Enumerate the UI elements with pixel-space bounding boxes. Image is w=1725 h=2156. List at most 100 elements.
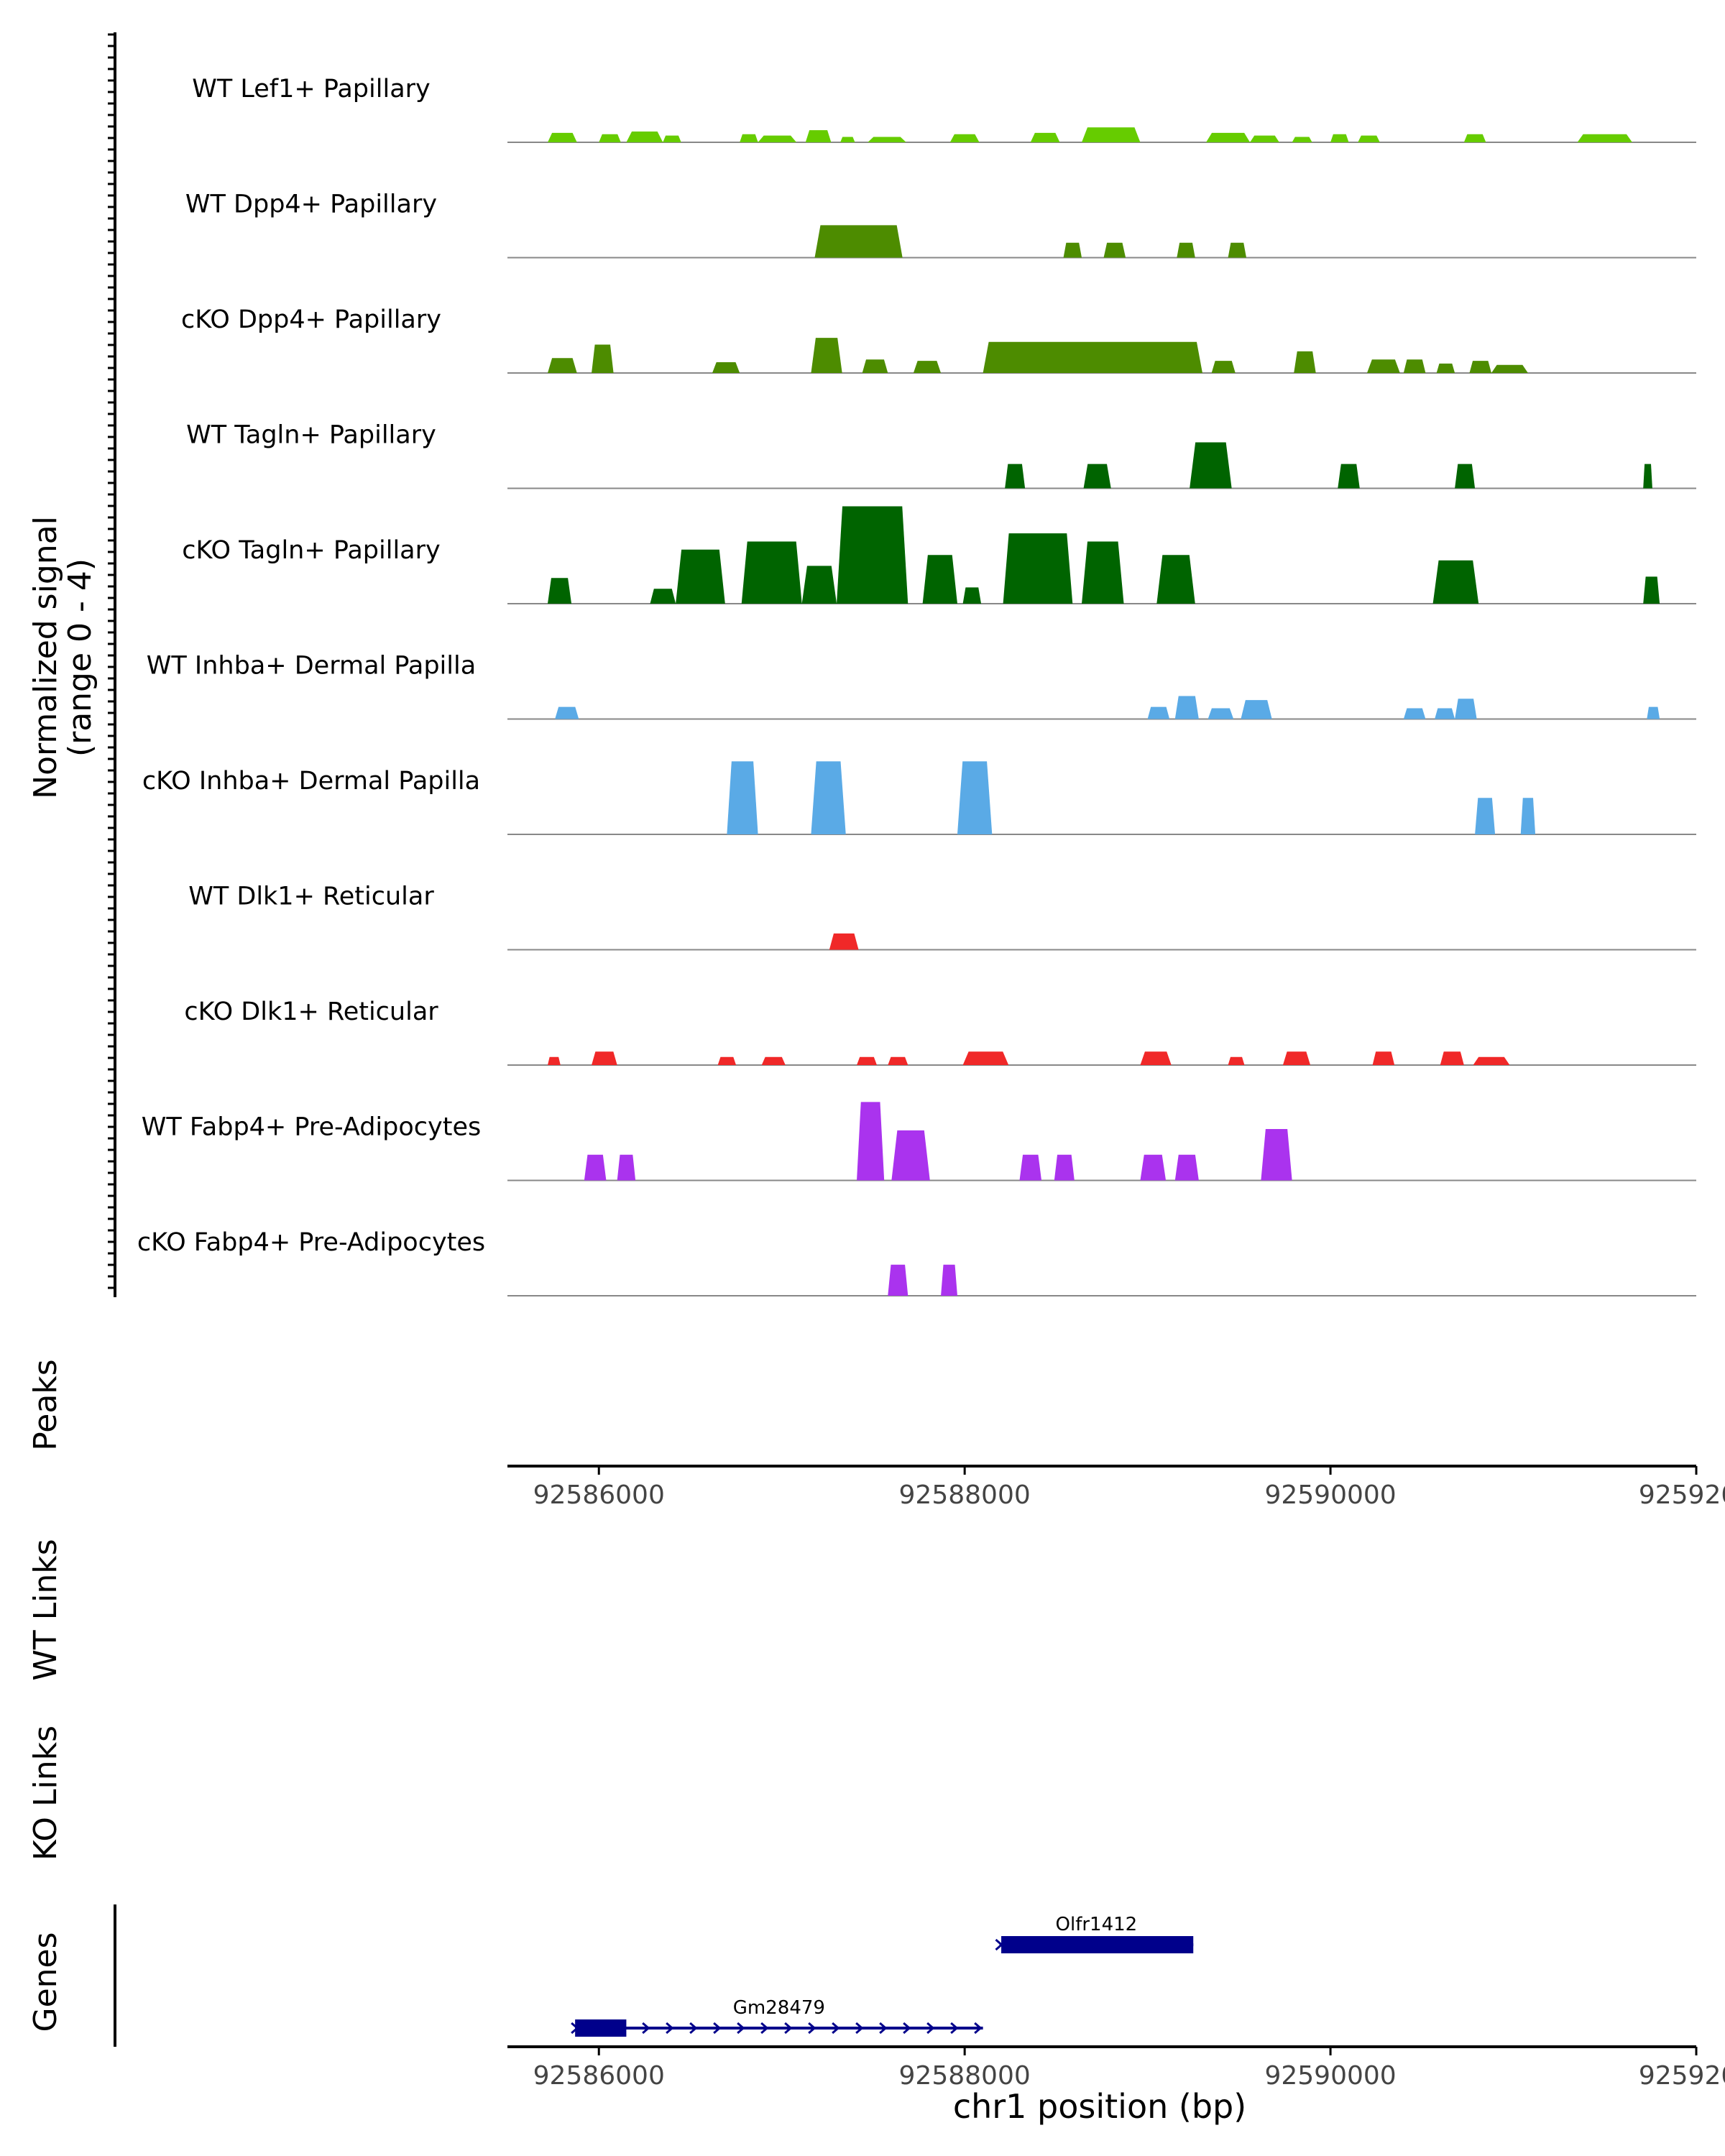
signal-peak xyxy=(1083,464,1111,489)
signal-peak xyxy=(1330,134,1349,142)
strand-chevron xyxy=(642,2022,650,2035)
strand-chevron xyxy=(571,2022,579,2035)
wt-links-panel-label: WT Links xyxy=(27,1539,64,1680)
signal-peak xyxy=(663,135,681,142)
strand-chevron xyxy=(1137,1938,1146,1951)
signal-peak xyxy=(857,1102,885,1181)
strand-chevron xyxy=(808,2022,816,2035)
signal-peak xyxy=(1003,533,1073,604)
signal-peak xyxy=(1475,798,1496,834)
signal-peak xyxy=(1455,699,1477,719)
x-tick-label: 92586000 xyxy=(533,2061,665,2091)
signal-peak xyxy=(1338,464,1360,489)
strand-chevron xyxy=(784,2022,793,2035)
signal-peak xyxy=(1432,560,1479,604)
signal-peak xyxy=(1208,708,1234,719)
signal-peak xyxy=(811,338,842,373)
peaks-x-axis-ticks: 92586000 92588000 92590000 9259200 xyxy=(533,1466,1725,1510)
track-label: WT Dlk1+ Reticular xyxy=(188,883,434,911)
signal-peak xyxy=(712,361,740,373)
signal-peak xyxy=(888,1264,908,1296)
strand-chevron xyxy=(1066,1938,1075,1951)
strand-chevron xyxy=(618,2022,627,2035)
y-axis-ticks xyxy=(108,33,115,1289)
signal-peak xyxy=(1292,137,1312,142)
signal-peak xyxy=(584,1154,607,1181)
signal-peak xyxy=(1647,706,1660,719)
gene-label: Olfr1412 xyxy=(1056,1914,1138,1935)
signal-peak xyxy=(962,587,982,604)
signal-peak xyxy=(1005,464,1026,489)
signal-peak xyxy=(1366,359,1400,373)
signal-peak xyxy=(1372,1051,1395,1065)
signal-peak xyxy=(837,506,908,604)
track-label: WT Dpp4+ Papillary xyxy=(185,190,437,219)
y-axis-title-line1: Normalized signal xyxy=(27,516,64,799)
signal-peak xyxy=(599,134,621,142)
signal-peak xyxy=(862,359,888,373)
track-4: cKO Tagln+ Papillary xyxy=(182,506,1696,604)
strand-chevron xyxy=(855,2022,864,2035)
x-tick-label: 92586000 xyxy=(533,1480,665,1510)
strand-chevron xyxy=(737,2022,745,2035)
signal-peak xyxy=(1082,541,1124,604)
signal-peak xyxy=(1147,706,1170,719)
signal-peak xyxy=(1241,700,1272,719)
coverage-tracks: WT Lef1+ Papillary WT Dpp4+ Papillary cKO … xyxy=(137,75,1696,1296)
signal-peak xyxy=(1140,1154,1167,1181)
signal-peak xyxy=(717,1056,737,1065)
signal-peak xyxy=(840,137,855,142)
signal-peak xyxy=(1463,134,1486,142)
signal-peak xyxy=(1030,132,1060,142)
signal-peak xyxy=(1019,1154,1042,1181)
track-6: cKO Inhba+ Dermal Papilla xyxy=(142,761,1696,835)
x-tick-label: 92588000 xyxy=(899,2061,1031,2091)
strand-chevron xyxy=(1161,1938,1169,1951)
strand-chevron xyxy=(995,1938,1003,1951)
signal-peak xyxy=(1643,576,1660,604)
signal-peak xyxy=(829,933,859,950)
strand-chevron xyxy=(1018,1938,1027,1951)
signal-peak xyxy=(1440,1051,1464,1065)
signal-peak xyxy=(1282,1051,1311,1065)
y-axis-title-line2: (range 0 - 4) xyxy=(62,558,98,757)
signal-peak xyxy=(1156,555,1195,604)
signal-peak xyxy=(1261,1129,1292,1181)
signal-peak xyxy=(1403,708,1426,719)
signal-peak xyxy=(758,135,797,142)
signal-peak xyxy=(547,132,577,142)
ko-links-panel-label: KO Links xyxy=(27,1726,64,1861)
signal-peak xyxy=(1403,359,1426,373)
strand-chevron xyxy=(594,2022,603,2035)
strand-chevron xyxy=(1042,1938,1051,1951)
signal-peak xyxy=(1491,364,1528,373)
signal-peak xyxy=(761,1056,786,1065)
signal-peak xyxy=(1103,242,1126,258)
signal-peak xyxy=(1358,135,1380,142)
signal-peak xyxy=(741,541,802,604)
signal-peak xyxy=(727,761,758,834)
signal-peak xyxy=(1177,242,1195,258)
signal-peak xyxy=(1140,1051,1172,1065)
x-tick-label: 92588000 xyxy=(899,1480,1031,1510)
gene-annotations: Gm28479 Olfr1412 xyxy=(571,1914,1194,2037)
signal-peak xyxy=(1473,1056,1510,1065)
signal-peak xyxy=(676,549,725,604)
signal-peak xyxy=(805,130,832,142)
signal-peak xyxy=(891,1130,930,1181)
signal-peak xyxy=(857,1056,878,1065)
signal-peak xyxy=(1082,127,1141,142)
genes-panel-label: Genes xyxy=(27,1932,64,2032)
track-5: WT Inhba+ Dermal Papilla xyxy=(147,652,1696,720)
signal-peak xyxy=(1174,696,1199,719)
track-3: WT Tagln+ Papillary xyxy=(186,421,1696,489)
signal-peak xyxy=(962,1051,1009,1065)
signal-peak xyxy=(1228,1056,1245,1065)
track-label: WT Fabp4+ Pre-Adipocytes xyxy=(142,1113,481,1142)
signal-peak xyxy=(1190,442,1232,489)
signal-peak xyxy=(1643,464,1652,489)
track-label: cKO Inhba+ Dermal Papilla xyxy=(142,767,480,796)
x-tick-label: 92590000 xyxy=(1264,1480,1396,1510)
strand-chevron xyxy=(832,2022,840,2035)
